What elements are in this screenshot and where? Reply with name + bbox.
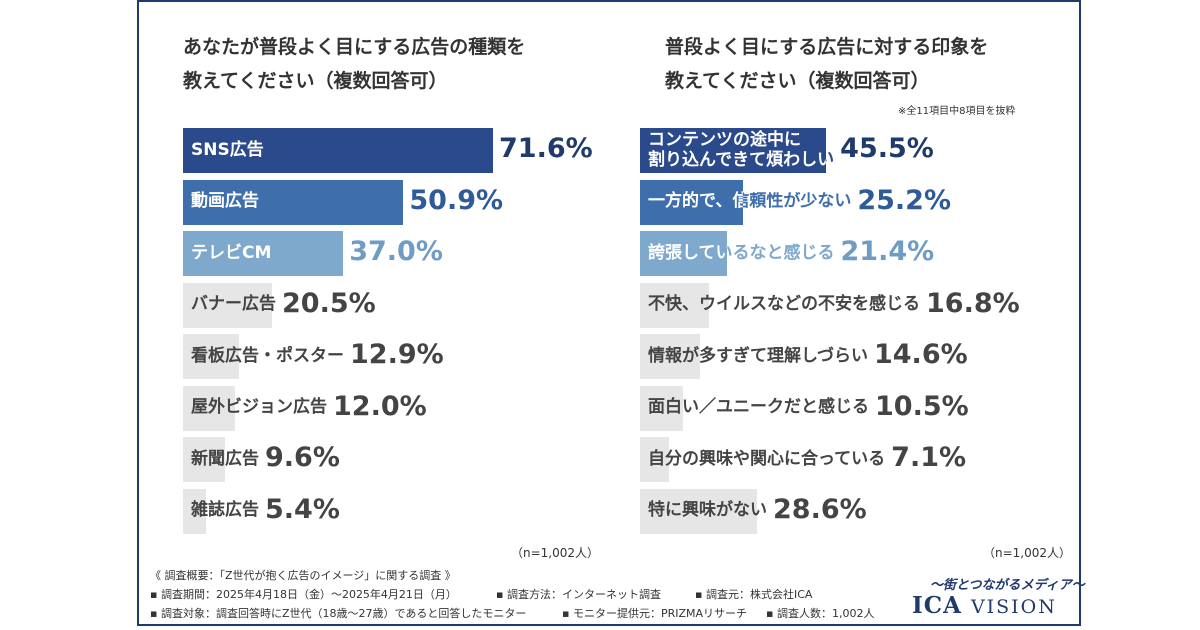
right-bar-5 xyxy=(640,385,683,431)
right-bar-value-6: 7.1% xyxy=(891,442,967,473)
left-bar-5 xyxy=(183,385,235,431)
left-bar-4 xyxy=(183,334,239,379)
right-bar-label-1: 一方的で、信頼性が少ない xyxy=(648,191,852,212)
left-bar-7 xyxy=(183,488,207,534)
logo-main: ICA xyxy=(912,592,962,619)
right-title-line2: 教えてください（複数回答可） xyxy=(665,70,930,92)
left-bar-value-6: 9.6% xyxy=(265,442,340,473)
survey-source: ▪ 調査元：株式会社ICA xyxy=(695,588,813,601)
right-bar-0 xyxy=(640,128,826,173)
respondent-count: ▪ 調査人数：1,002人 xyxy=(766,607,875,620)
left-bar-6 xyxy=(183,437,225,482)
left-bar-1 xyxy=(183,179,404,225)
left-title-line2: 教えてください（複数回答可） xyxy=(183,70,448,92)
survey-summary-heading: 《 調査概要：「Z世代が抱く広告のイメージ」に関する調査 》 xyxy=(150,569,456,582)
left-bar-label-2: テレビCM xyxy=(191,242,272,263)
right-bar-value-0: 45.5% xyxy=(840,133,934,164)
right-bar-label-0: コンテンツの途中に 割り込んできて煩わしい xyxy=(648,129,835,170)
left-bar-3 xyxy=(183,282,272,328)
left-bar-value-7: 5.4% xyxy=(265,493,340,525)
left-sample-size: （n=1,002人） xyxy=(511,546,600,560)
left-bar-label-7: 雑誌広告 xyxy=(191,500,259,521)
left-bar-value-5: 12.0% xyxy=(333,390,427,422)
right-bar-label-6: 自分の興味や関心に合っている xyxy=(648,448,886,469)
survey-period: ▪ 調査期間：2025年4月18日（金）～2025年4月21日（月） xyxy=(150,588,457,601)
left-bar-label-0: SNS広告 xyxy=(191,139,264,160)
left-bar-value-0: 71.6% xyxy=(499,133,593,164)
right-bar-label-3: 不快、ウイルスなどの不安を感じる xyxy=(648,294,920,315)
right-chart-title: 普段よく目にする広告に対する印象を 教えてください（複数回答可） xyxy=(665,30,988,98)
right-bar-label-7: 特に興味がない xyxy=(648,500,767,521)
right-bar-value-4: 14.6% xyxy=(873,339,968,370)
right-bar-value-1: 25.2% xyxy=(857,184,951,216)
left-bar-value-4: 12.9% xyxy=(350,339,444,370)
right-bar-value-3: 16.8% xyxy=(926,287,1020,319)
right-bar-label-2: 誇張しているなと感じる xyxy=(648,242,835,263)
right-chart-note: ※全11項目中8項目を抜粋 xyxy=(898,106,1016,117)
left-bar-value-3: 20.5% xyxy=(282,287,376,319)
left-bar-value-1: 50.9% xyxy=(409,184,504,216)
survey-method: ▪ 調査方法：インターネット調査 xyxy=(496,588,661,601)
right-bar-chart: コンテンツの途中に割り込んできて煩わしい45.5%コンテンツの途中に割り込んでき… xyxy=(640,128,1060,538)
logo-sub: VISION xyxy=(970,596,1057,618)
brand-tagline: ～街とつながるメディア～ xyxy=(930,578,1085,593)
left-bar-value-2: 37.0% xyxy=(349,236,443,267)
left-bar-label-3: バナー広告 xyxy=(191,294,276,315)
right-bar-label-5: 面白い／ユニークだと感じる xyxy=(648,397,869,418)
right-bar-value-2: 21.4% xyxy=(840,236,935,267)
right-bar-1 xyxy=(640,179,743,225)
right-bar-label-4: 情報が多すぎて理解しづらい xyxy=(648,345,868,366)
left-bar-0 xyxy=(183,128,494,173)
right-bar-3 xyxy=(640,282,709,328)
left-chart-title: あなたが普段よく目にする広告の種類を 教えてください（複数回答可） xyxy=(183,30,525,98)
left-bar-label-5: 屋外ビジョン広告 xyxy=(191,397,327,418)
right-bar-label-overflow-2: 誇張しているなと感じる xyxy=(648,242,835,263)
monitor-provider: ▪ モニター提供元：PRIZMAリサーチ xyxy=(562,607,748,620)
ica-vision-logo: ICA VISION xyxy=(912,592,1057,619)
right-bar-value-7: 28.6% xyxy=(773,493,867,525)
survey-target: ▪ 調査対象：調査回答時にZ世代（18歳～27歳）であると回答したモニター xyxy=(150,607,527,620)
frame-border xyxy=(137,0,1081,626)
left-bar-chart: SNS広告 71.6% 動画広告 50.9% テレビCM 37.0% バナー広告 20.5% 看… xyxy=(183,128,593,538)
right-bar-7 xyxy=(640,488,757,534)
right-title-line1: 普段よく目にする広告に対する印象を xyxy=(665,36,989,58)
right-bar-label-overflow-1: 一方的で、信頼性が少ない xyxy=(648,191,852,212)
left-bar-2 xyxy=(183,231,344,276)
right-bar-6 xyxy=(640,437,669,482)
right-bar-value-5: 10.5% xyxy=(875,390,969,422)
left-bar-label-6: 新聞広告 xyxy=(191,448,259,469)
right-sample-size: （n=1,002人） xyxy=(983,546,1072,560)
left-title-line1: あなたが普段よく目にする広告の種類を xyxy=(183,36,526,58)
left-bar-label-4: 看板広告・ポスター xyxy=(191,345,344,366)
right-bar-2 xyxy=(640,231,728,276)
right-bar-4 xyxy=(640,334,700,379)
left-bar-label-1: 動画広告 xyxy=(191,191,259,212)
